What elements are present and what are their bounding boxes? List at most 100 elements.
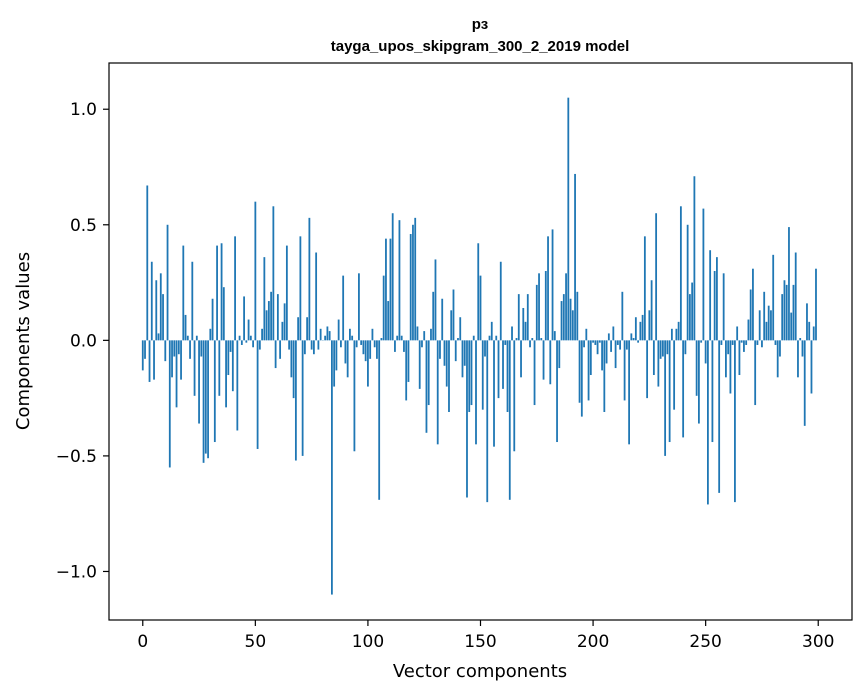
bar-283 bbox=[779, 340, 781, 357]
bar-236 bbox=[673, 340, 676, 410]
bar-95 bbox=[355, 340, 358, 348]
bar-274 bbox=[758, 310, 761, 341]
chart-title: рз tayga_upos_skipgram_300_2_2019 model bbox=[331, 16, 630, 55]
bar-19 bbox=[184, 314, 187, 341]
bar-140 bbox=[457, 338, 459, 341]
bar-285 bbox=[783, 280, 786, 341]
bar-200 bbox=[592, 340, 594, 343]
bar-27 bbox=[202, 340, 205, 463]
bar-68 bbox=[294, 340, 297, 461]
bar-226 bbox=[650, 280, 653, 341]
bar-29 bbox=[207, 340, 209, 459]
bar-0 bbox=[141, 340, 144, 371]
bar-128 bbox=[430, 328, 432, 341]
bar-216 bbox=[628, 340, 630, 445]
bar-92 bbox=[349, 328, 351, 341]
bar-17 bbox=[180, 340, 182, 380]
bar-104 bbox=[376, 340, 378, 359]
bar-177 bbox=[540, 338, 543, 341]
bar-240 bbox=[682, 340, 685, 438]
bar-256 bbox=[718, 340, 721, 493]
bar-180 bbox=[547, 236, 549, 341]
bar-76 bbox=[312, 340, 315, 355]
bar-295 bbox=[806, 303, 808, 341]
bar-16 bbox=[177, 340, 180, 355]
bar-70 bbox=[299, 236, 302, 341]
bar-60 bbox=[276, 294, 279, 341]
bar-245 bbox=[693, 176, 696, 341]
bar-263 bbox=[734, 340, 736, 503]
bar-176 bbox=[538, 273, 540, 341]
bar-197 bbox=[585, 328, 588, 341]
bar-69 bbox=[297, 317, 300, 341]
bar-84 bbox=[331, 340, 333, 595]
x-tick-label: 100 bbox=[352, 632, 384, 652]
bar-154 bbox=[488, 335, 491, 341]
bar-294 bbox=[803, 340, 806, 426]
bar-218 bbox=[632, 338, 635, 341]
bar-239 bbox=[679, 206, 682, 341]
x-tick-label: 300 bbox=[802, 632, 834, 652]
bar-34 bbox=[218, 340, 221, 396]
bar-296 bbox=[808, 321, 811, 341]
bar-66 bbox=[290, 340, 293, 378]
bar-13 bbox=[171, 340, 173, 378]
bar-91 bbox=[346, 340, 349, 378]
bar-280 bbox=[772, 254, 775, 341]
bar-108 bbox=[385, 238, 387, 341]
bar-195 bbox=[580, 340, 583, 417]
bar-106 bbox=[380, 338, 383, 341]
bar-94 bbox=[353, 340, 356, 452]
chart-title-line-1: рз bbox=[472, 16, 488, 33]
x-tick-label: 250 bbox=[689, 632, 721, 652]
bar-31 bbox=[211, 298, 214, 341]
bar-291 bbox=[797, 340, 799, 378]
bar-61 bbox=[279, 340, 282, 359]
bar-44 bbox=[240, 340, 243, 345]
bar-71 bbox=[301, 340, 304, 456]
bar-205 bbox=[603, 340, 606, 412]
bar-276 bbox=[763, 291, 766, 341]
bar-112 bbox=[394, 340, 396, 352]
bar-146 bbox=[470, 340, 473, 406]
bar-6 bbox=[155, 280, 158, 341]
bar-143 bbox=[463, 340, 466, 366]
bar-62 bbox=[281, 321, 284, 341]
bar-190 bbox=[569, 298, 572, 341]
bar-48 bbox=[249, 335, 252, 341]
bar-238 bbox=[677, 321, 680, 341]
bar-111 bbox=[391, 213, 394, 341]
bar-186 bbox=[560, 301, 563, 341]
bar-40 bbox=[231, 340, 234, 392]
bar-244 bbox=[691, 282, 694, 341]
bar-10 bbox=[164, 340, 167, 362]
bar-135 bbox=[445, 340, 448, 387]
bar-54 bbox=[263, 257, 266, 341]
bar-252 bbox=[709, 250, 712, 341]
bar-141 bbox=[459, 317, 462, 341]
bar-7 bbox=[157, 333, 160, 341]
bar-262 bbox=[731, 340, 734, 345]
bar-36 bbox=[222, 287, 225, 341]
bar-125 bbox=[423, 331, 426, 341]
bar-194 bbox=[578, 340, 581, 403]
bar-237 bbox=[675, 328, 678, 341]
bar-133 bbox=[441, 298, 444, 341]
bar-210 bbox=[614, 340, 617, 369]
bar-127 bbox=[427, 340, 430, 406]
bar-22 bbox=[191, 261, 194, 341]
bar-83 bbox=[328, 331, 331, 341]
bar-173 bbox=[531, 338, 534, 341]
bar-166 bbox=[515, 338, 518, 341]
bar-20 bbox=[186, 335, 189, 341]
x-tick-label: 0 bbox=[137, 632, 148, 652]
bar-273 bbox=[756, 340, 759, 345]
bar-288 bbox=[790, 312, 793, 341]
bar-155 bbox=[490, 321, 493, 341]
bar-162 bbox=[506, 340, 509, 412]
bar-157 bbox=[495, 335, 498, 341]
y-axis-label: Components values bbox=[13, 252, 34, 430]
bar-247 bbox=[698, 340, 700, 424]
bar-281 bbox=[774, 340, 777, 345]
